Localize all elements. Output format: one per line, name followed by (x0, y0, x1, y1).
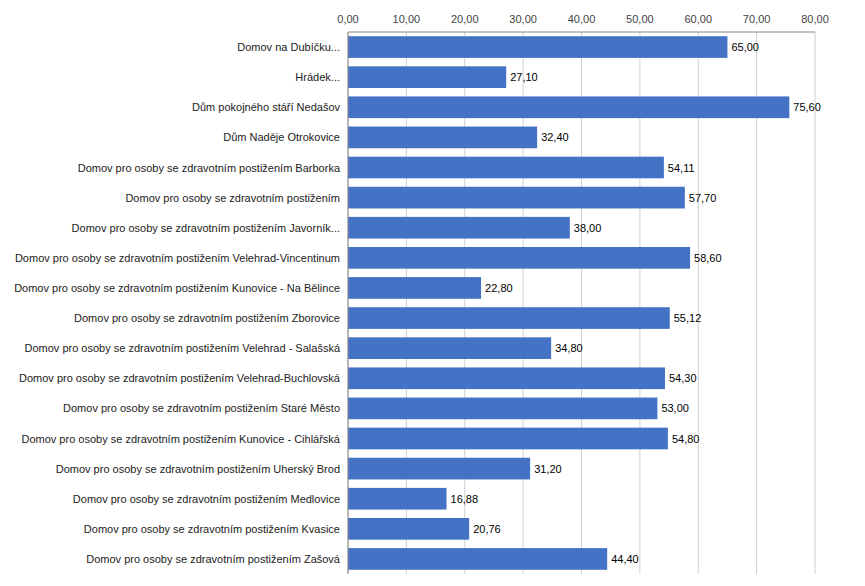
data-label: 34,80 (555, 342, 583, 354)
x-tick-label: 40,00 (568, 13, 596, 25)
x-axis: 0,00 10,00 20,00 30,00 40,00 50,00 60,00 70,00 8… (337, 13, 828, 25)
bar (348, 367, 665, 389)
bar (348, 187, 685, 209)
bar (348, 277, 481, 299)
x-tick-label: 10,00 (393, 13, 421, 25)
data-label: 58,60 (694, 252, 722, 264)
bar (348, 247, 690, 269)
grid (348, 32, 815, 574)
category-label: Domov pro osoby se zdravotním postižením… (15, 252, 340, 264)
data-label: 20,76 (473, 523, 501, 535)
bar (348, 518, 469, 540)
category-label: Domov pro osoby se zdravotním postižením… (86, 553, 341, 565)
data-label: 27,10 (510, 71, 538, 83)
data-labels: 65,00 27,10 75,60 32,40 54,11 57,70 38,00 58,60… (451, 41, 821, 565)
category-label: Domov pro osoby se zdravotním postižením… (19, 372, 341, 384)
data-label: 22,80 (485, 282, 513, 294)
category-label: Domov pro osoby se zdravotním postižením (125, 192, 340, 204)
bar (348, 398, 657, 420)
data-label: 54,80 (672, 433, 700, 445)
bar (348, 96, 789, 118)
bars (348, 36, 789, 570)
grid-line (348, 32, 349, 574)
data-label: 54,30 (669, 372, 697, 384)
category-label: Domov pro osoby se zdravotním postižením… (74, 312, 340, 324)
category-label: Domov pro osoby se zdravotním postižením… (84, 523, 340, 535)
bar (348, 66, 506, 88)
category-label: Domov pro osoby se zdravotním postižením… (72, 222, 340, 234)
bar (348, 307, 670, 329)
bar (348, 458, 530, 480)
data-label: 54,11 (668, 162, 695, 174)
category-label: Domov na Dubíčku... (237, 41, 340, 53)
data-label: 32,40 (541, 131, 569, 143)
grid-line (815, 32, 816, 574)
bar (348, 157, 664, 179)
data-label: 57,70 (689, 192, 717, 204)
bar (348, 428, 668, 450)
category-label: Domov pro osoby se zdravotním postižením… (78, 162, 341, 174)
data-label: 31,20 (534, 463, 562, 475)
x-tick-label: 50,00 (626, 13, 654, 25)
data-label: 16,88 (451, 493, 479, 505)
data-label: 55,12 (674, 312, 702, 324)
x-tick-label: 30,00 (509, 13, 537, 25)
category-label: Dům pokojného stáří Nedašov (192, 101, 340, 113)
data-label: 44,40 (611, 553, 639, 565)
category-label: Domov pro osoby se zdravotním postižením… (73, 493, 340, 505)
bar (348, 548, 607, 570)
category-label: Domov pro osoby se zdravotním postižením… (14, 282, 340, 294)
category-label: Dům Naděje Otrokovice (223, 131, 340, 143)
y-axis-line (348, 32, 349, 574)
x-tick-label: 60,00 (684, 13, 712, 25)
data-label: 65,00 (731, 41, 759, 53)
category-label: Domov pro osoby se zdravotním postižením… (25, 342, 341, 354)
bar (348, 217, 570, 239)
x-axis-line (348, 32, 815, 33)
y-axis: Domov na Dubíčku... Hrádek... Dům pokojnéh… (14, 41, 341, 565)
category-label: Domov pro osoby se zdravotním postižením… (56, 463, 340, 475)
x-tick-label: 70,00 (743, 13, 771, 25)
x-tick-label: 80,00 (801, 13, 829, 25)
data-label: 75,60 (793, 101, 821, 113)
category-label: Domov pro osoby se zdravotním postižením… (63, 402, 340, 414)
x-tick-label: 0,00 (337, 13, 358, 25)
bar (348, 488, 447, 510)
data-label: 38,00 (574, 222, 602, 234)
category-label: Domov pro osoby se zdravotním postižením… (21, 433, 340, 445)
x-tick-label: 20,00 (451, 13, 479, 25)
bar (348, 127, 537, 149)
chart: 0,00 10,00 20,00 30,00 40,00 50,00 60,00 70,00 8… (0, 0, 865, 586)
category-label: Hrádek... (295, 71, 340, 83)
bar (348, 337, 551, 359)
bar (348, 36, 727, 58)
data-label: 53,00 (661, 402, 689, 414)
